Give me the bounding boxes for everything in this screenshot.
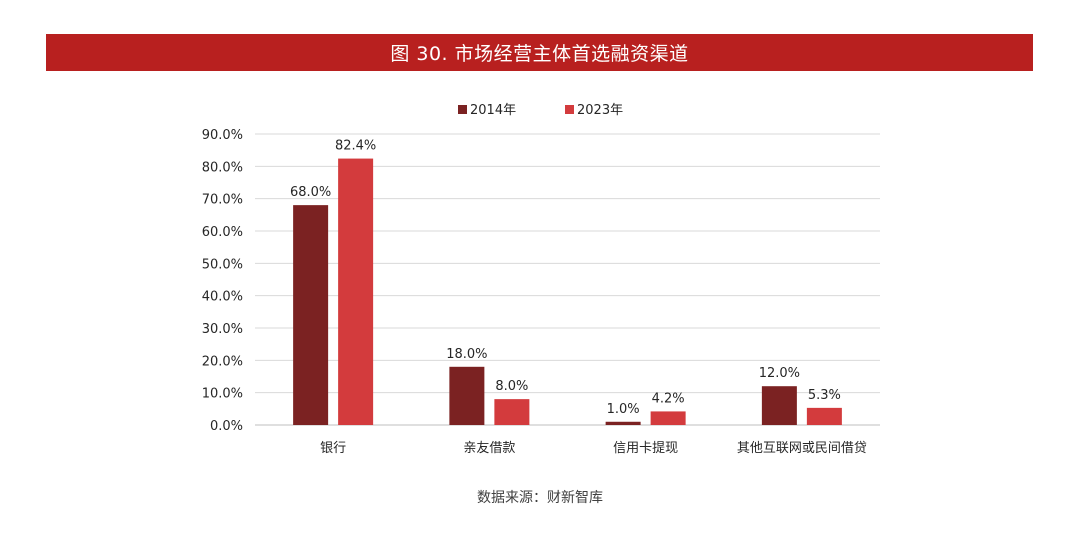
bar-2014 — [293, 205, 329, 425]
y-tick-label: 50.0% — [202, 257, 243, 272]
bar-2023 — [338, 158, 374, 425]
y-tick-label: 90.0% — [202, 128, 243, 143]
chart-title: 图 30. 市场经营主体首选融资渠道 — [390, 43, 689, 65]
data-label: 1.0% — [607, 402, 640, 417]
bar-2023 — [806, 407, 842, 425]
bar-2014 — [761, 386, 797, 425]
data-source: 数据来源：财新智库 — [477, 490, 603, 506]
y-tick-label: 70.0% — [202, 193, 243, 208]
data-label: 82.4% — [335, 139, 376, 154]
legend-label: 2014年 — [470, 103, 516, 118]
x-tick-label: 亲友借款 — [463, 440, 515, 456]
bar-2014 — [449, 366, 485, 425]
y-tick-label: 60.0% — [202, 225, 243, 240]
y-tick-label: 40.0% — [202, 290, 243, 305]
legend-swatch — [565, 105, 574, 114]
x-tick-label: 信用卡提现 — [613, 440, 678, 456]
bar-2014 — [605, 421, 641, 425]
data-label: 68.0% — [290, 185, 331, 200]
y-tick-label: 30.0% — [202, 322, 243, 337]
data-label: 12.0% — [759, 366, 800, 381]
x-tick-label: 其他互联网或民间借贷 — [737, 441, 867, 456]
y-tick-label: 10.0% — [202, 387, 243, 402]
data-label: 8.0% — [495, 379, 528, 394]
y-tick-label: 80.0% — [202, 160, 243, 175]
y-tick-label: 0.0% — [210, 419, 243, 434]
data-label: 5.3% — [808, 388, 841, 403]
bar-2023 — [650, 411, 686, 425]
bar-2023 — [494, 399, 530, 425]
x-tick-label: 银行 — [320, 441, 346, 456]
title-banner: 图 30. 市场经营主体首选融资渠道 — [46, 34, 1033, 71]
legend-label: 2023年 — [577, 103, 623, 118]
legend-swatch — [458, 105, 467, 114]
data-label: 4.2% — [652, 391, 685, 406]
data-label: 18.0% — [446, 347, 487, 362]
y-tick-label: 20.0% — [202, 354, 243, 369]
